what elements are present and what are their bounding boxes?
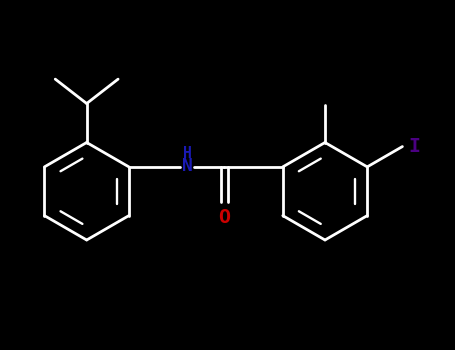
Text: O: O xyxy=(218,208,230,227)
Text: I: I xyxy=(408,137,420,156)
Text: N: N xyxy=(182,157,193,175)
Text: H: H xyxy=(183,146,192,161)
